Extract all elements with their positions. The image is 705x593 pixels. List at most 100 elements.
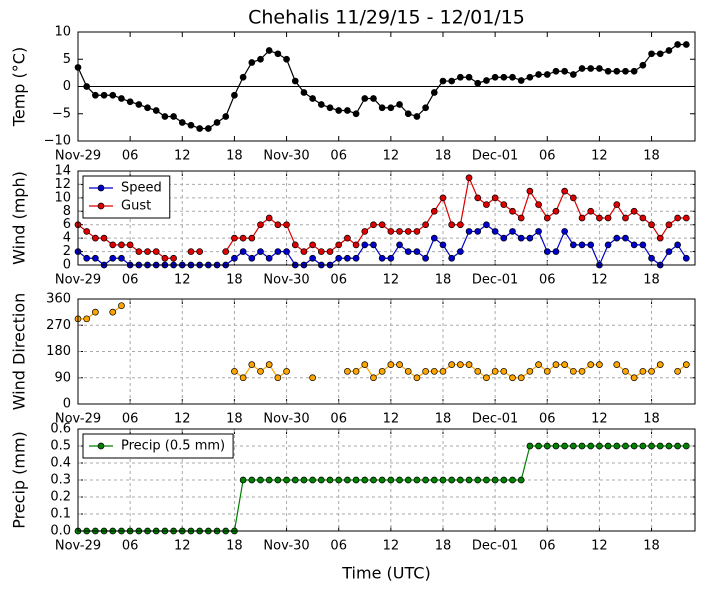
data-point [283, 55, 290, 63]
data-point [370, 374, 377, 382]
data-point [413, 113, 421, 120]
data-point [422, 476, 429, 484]
data-point [126, 98, 134, 106]
data-point [352, 241, 360, 249]
data-point [517, 234, 525, 242]
data-point [335, 254, 343, 262]
data-point [161, 113, 169, 120]
data-point [491, 228, 499, 235]
data-point [543, 367, 551, 375]
data-point [109, 91, 117, 99]
x-tick-label: 18 [643, 273, 660, 288]
y-axis-label: Precip (mm) [10, 431, 29, 529]
x-tick-label: 18 [643, 412, 660, 427]
data-point [361, 228, 369, 235]
data-point [387, 254, 395, 262]
legend-box [82, 175, 171, 219]
data-point [309, 95, 316, 102]
data-point [561, 442, 568, 450]
x-tick-label: Dec-01 [472, 149, 518, 164]
data-point [457, 361, 464, 368]
x-tick-label: Nov-29 [55, 149, 101, 164]
y-tick-label: 0.5 [50, 439, 71, 454]
data-point [682, 41, 690, 48]
data-point [457, 248, 464, 255]
data-point [613, 442, 621, 450]
data-point [274, 248, 282, 255]
y-tick-label: 10 [54, 25, 71, 40]
data-point [448, 221, 456, 229]
data-point [300, 89, 308, 96]
data-point [370, 95, 377, 102]
data-point [257, 221, 264, 229]
data-point [509, 228, 516, 235]
data-point [604, 241, 612, 249]
data-point [118, 254, 125, 262]
data-point [613, 361, 621, 368]
data-point [630, 374, 638, 382]
panel: Time (UTC) Precip (mm) 0.0 0.1 0.2 0.3 0.4 0.5 0… [10, 422, 696, 583]
data-point [465, 174, 473, 182]
x-tick-label: 06 [122, 273, 139, 288]
legend: Speed Gust [82, 175, 171, 219]
data-point [578, 241, 586, 249]
data-point [552, 67, 560, 75]
data-point [144, 104, 151, 112]
x-tick-label: 06 [539, 149, 556, 164]
y-axis-label: Wind (mph) [10, 171, 29, 265]
panel: Chehalis 11/29/15 - 12/01/15 Temp (°C) −10… [10, 7, 696, 164]
data-point [430, 207, 438, 215]
y-tick-label: 0.3 [50, 473, 71, 488]
data-point [109, 254, 117, 262]
data-point [144, 248, 151, 255]
data-point [430, 367, 438, 375]
data-point [239, 476, 247, 484]
data-point [613, 201, 621, 208]
x-tick-label: Dec-01 [472, 412, 518, 427]
data-point [92, 234, 99, 242]
data-point [543, 248, 551, 255]
x-tick-label: 06 [330, 539, 347, 554]
data-point [317, 476, 325, 484]
data-point [526, 442, 534, 450]
data-point [257, 55, 264, 63]
data-point [587, 207, 595, 215]
x-tick-label: 18 [435, 273, 452, 288]
x-tick-label: 06 [539, 273, 556, 288]
data-point [648, 254, 655, 262]
data-point [596, 214, 603, 222]
data-point [474, 476, 482, 484]
data-point [639, 61, 647, 69]
data-point [213, 119, 221, 126]
data-point [596, 442, 603, 450]
data-point [344, 107, 351, 114]
data-point [517, 476, 525, 484]
data-point [578, 367, 586, 375]
data-point [483, 476, 490, 484]
data-point [430, 476, 438, 484]
x-tick-label: 12 [591, 273, 608, 288]
data-point [100, 234, 108, 242]
data-point [500, 367, 508, 375]
x-tick-label: 12 [174, 412, 191, 427]
data-point [370, 221, 377, 229]
y-tick-label: 12 [54, 177, 71, 192]
data-point [587, 65, 595, 72]
data-point [335, 107, 343, 114]
data-point [648, 50, 655, 58]
data-point [682, 214, 690, 222]
data-point [674, 214, 681, 222]
data-point [569, 194, 577, 202]
data-point [257, 367, 264, 375]
data-point [543, 442, 551, 450]
data-point [404, 367, 412, 375]
x-tick-label: Nov-30 [263, 412, 309, 427]
data-point [92, 308, 99, 316]
data-point [422, 367, 429, 375]
data-point [248, 361, 256, 368]
data-point [474, 194, 482, 202]
data-point [170, 113, 177, 120]
data-point [648, 442, 655, 450]
data-point [457, 73, 464, 81]
data-point [674, 41, 681, 48]
